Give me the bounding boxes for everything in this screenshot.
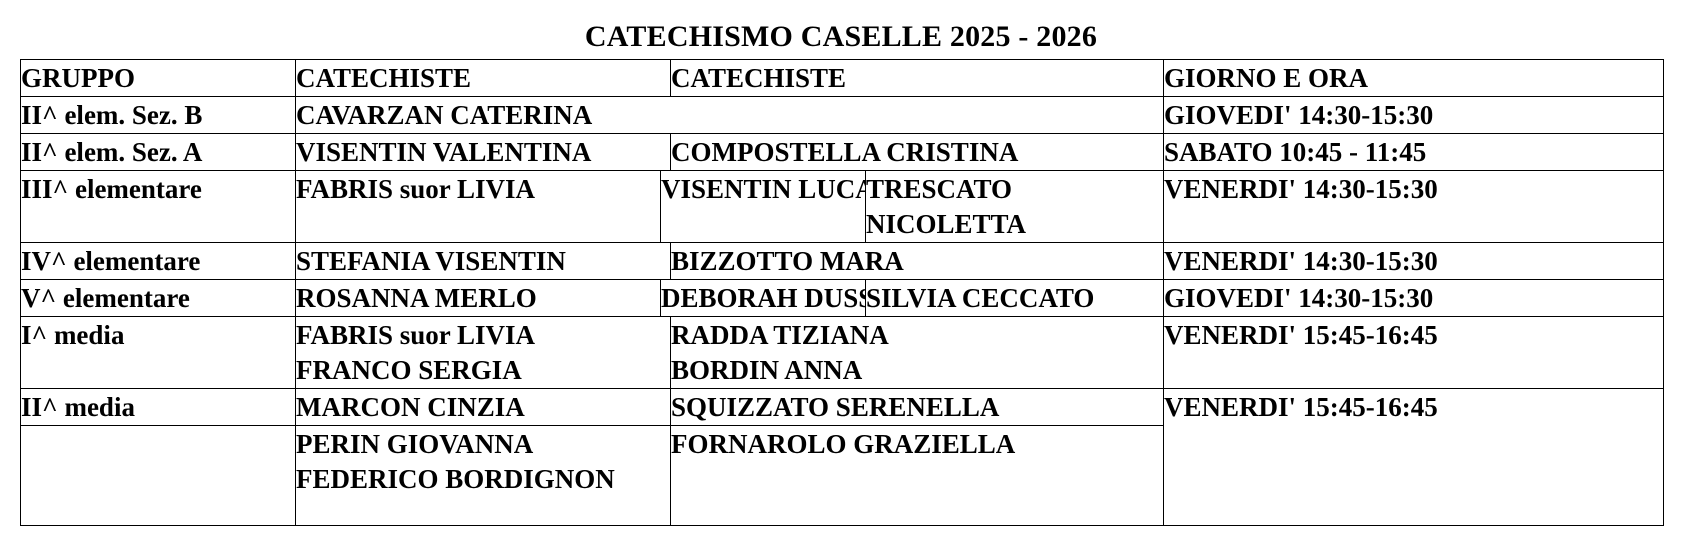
table-row: I^ media FABRIS suor LIVIA FRANCO SERGIA… — [20, 316, 1664, 389]
cell-gruppo: III^ elementare — [20, 170, 296, 243]
page-title: CATECHISMO CASELLE 2025 - 2026 — [584, 20, 1098, 53]
cell-catechista-2: BIZZOTTO MARA — [670, 242, 1164, 280]
cell-catechista-1: FABRIS suor LIVIA — [295, 170, 661, 243]
cell-catechista-1-line1: FABRIS suor LIVIA — [296, 320, 536, 350]
cell-gruppo-continuation — [20, 425, 296, 526]
table-row: V^ elementare ROSANNA MERLO DEBORAH DUS S… — [20, 279, 1664, 317]
cell-gruppo: II^ media — [20, 388, 296, 426]
header-catechiste-1: CATECHISTE — [295, 59, 671, 97]
cell-catechista-2-line2: BORDIN ANNA — [671, 355, 863, 385]
catechism-schedule-table: GRUPPO CATECHISTE CATECHISTE GIORNO E OR… — [20, 59, 1664, 526]
cell-catechista-2: RADDA TIZIANA BORDIN ANNA — [670, 316, 1164, 389]
cell-catechista-2: SQUIZZATO SERENELLA — [670, 388, 1164, 426]
cell-catechista-1-line1: PERIN GIOVANNA — [296, 429, 534, 459]
cell-catechista-2: DEBORAH DUSSIN — [660, 279, 866, 317]
cell-orario: GIOVEDI' 14:30-15:30 — [1163, 96, 1664, 134]
cell-catechista-2: VISENTIN LUCA — [660, 170, 866, 243]
table-row: IV^ elementare STEFANIA VISENTIN BIZZOTT… — [20, 242, 1664, 280]
cell-gruppo: V^ elementare — [20, 279, 296, 317]
cell-catechista-1: ROSANNA MERLO — [295, 279, 661, 317]
cell-gruppo: II^ elem. Sez. B — [20, 96, 296, 134]
cell-orario: GIOVEDI' 14:30-15:30 — [1163, 279, 1664, 317]
cell-catechista-1: VISENTIN VALENTINA — [295, 133, 671, 171]
cell-catechista-2: FORNAROLO GRAZIELLA — [670, 425, 1164, 526]
header-gruppo: GRUPPO — [20, 59, 296, 97]
cell-catechista-1: CAVARZAN CATERINA — [295, 96, 1164, 134]
table-row: III^ elementare FABRIS suor LIVIA VISENT… — [20, 170, 1664, 243]
cell-catechista-1: PERIN GIOVANNA FEDERICO BORDIGNON — [295, 425, 671, 526]
cell-catechista-3: SILVIA CECCATO — [865, 279, 1164, 317]
table-row: PERIN GIOVANNA FEDERICO BORDIGNON FORNAR… — [20, 425, 1664, 526]
table-header-row: GRUPPO CATECHISTE CATECHISTE GIORNO E OR… — [20, 59, 1664, 97]
cell-catechista-1: STEFANIA VISENTIN — [295, 242, 671, 280]
cell-orario: VENERDI' 14:30-15:30 — [1163, 242, 1664, 280]
cell-orario: SABATO 10:45 - 11:45 — [1163, 133, 1664, 171]
header-catechiste-2: CATECHISTE — [670, 59, 1164, 97]
cell-catechista-3-line1: TRESCATO — [866, 174, 1013, 204]
header-giorno-e-ora: GIORNO E ORA — [1163, 59, 1664, 97]
cell-catechista-2: COMPOSTELLA CRISTINA — [670, 133, 1164, 171]
cell-orario: VENERDI' 15:45-16:45 — [1163, 316, 1664, 389]
cell-catechista-3-line2: NICOLETTA — [866, 209, 1027, 239]
cell-gruppo: II^ elem. Sez. A — [20, 133, 296, 171]
cell-catechista-2-line1: RADDA TIZIANA — [671, 320, 889, 350]
table-row: II^ media MARCON CINZIA SQUIZZATO SERENE… — [20, 388, 1664, 526]
cell-gruppo: IV^ elementare — [20, 242, 296, 280]
cell-orario: VENERDI' 14:30-15:30 — [1163, 170, 1664, 243]
table-row: II^ elem. Sez. A VISENTIN VALENTINA COMP… — [20, 133, 1664, 171]
cell-catechista-1: MARCON CINZIA — [295, 388, 671, 426]
cell-orario: VENERDI' 15:45-16:45 — [1163, 388, 1664, 526]
cell-catechista-1: FABRIS suor LIVIA FRANCO SERGIA — [295, 316, 671, 389]
cell-catechista-3: TRESCATO NICOLETTA — [865, 170, 1164, 243]
cell-catechista-1-line2: FEDERICO BORDIGNON — [296, 464, 615, 494]
cell-gruppo: I^ media — [20, 316, 296, 389]
table-row: II^ elem. Sez. B CAVARZAN CATERINA GIOVE… — [20, 96, 1664, 134]
cell-catechista-1-line2: FRANCO SERGIA — [296, 355, 522, 385]
